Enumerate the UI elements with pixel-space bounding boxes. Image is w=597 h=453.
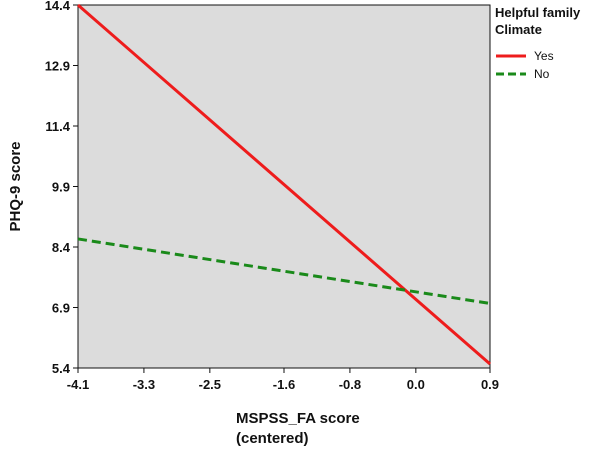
- y-tick-label: 11.4: [45, 119, 70, 134]
- legend-label-no: No: [534, 67, 550, 81]
- legend-title-line-2: Climate: [495, 22, 542, 37]
- series-layer: [77, 3, 491, 366]
- y-tick-label: 6.9: [52, 301, 70, 316]
- x-axis-title-line-1: MSPSS_FA score: [236, 410, 360, 427]
- y-tick-label: 8.4: [52, 240, 71, 255]
- x-tick-label: -0.8: [339, 377, 361, 392]
- x-tick-label: -2.5: [199, 377, 221, 392]
- legend-label-yes: Yes: [534, 49, 554, 63]
- y-tick-label: 14.4: [45, 0, 71, 13]
- y-axis-title: PHQ-9 score: [7, 141, 24, 231]
- y-axis: 5.4 6.9 8.4 9.9 11.4 12.9 14.4: [45, 0, 78, 376]
- x-tick-label: 0.9: [481, 377, 499, 392]
- y-tick-label: 9.9: [52, 180, 70, 195]
- y-tick-label: 12.9: [45, 59, 70, 74]
- series-line-yes: [77, 3, 491, 366]
- x-axis-title-line-2: (centered): [236, 430, 309, 447]
- x-tick-label: -3.3: [133, 377, 155, 392]
- x-axis: -4.1 -3.3 -2.5 -1.6 -0.8 0.0 0.9: [67, 368, 499, 392]
- x-tick-label: -4.1: [67, 377, 89, 392]
- x-tick-label: 0.0: [407, 377, 425, 392]
- legend-title-line-1: Helpful family: [495, 5, 581, 20]
- y-tick-label: 5.4: [52, 361, 71, 376]
- legend: Helpful family Climate Yes No: [495, 5, 581, 81]
- x-tick-label: -1.6: [273, 377, 295, 392]
